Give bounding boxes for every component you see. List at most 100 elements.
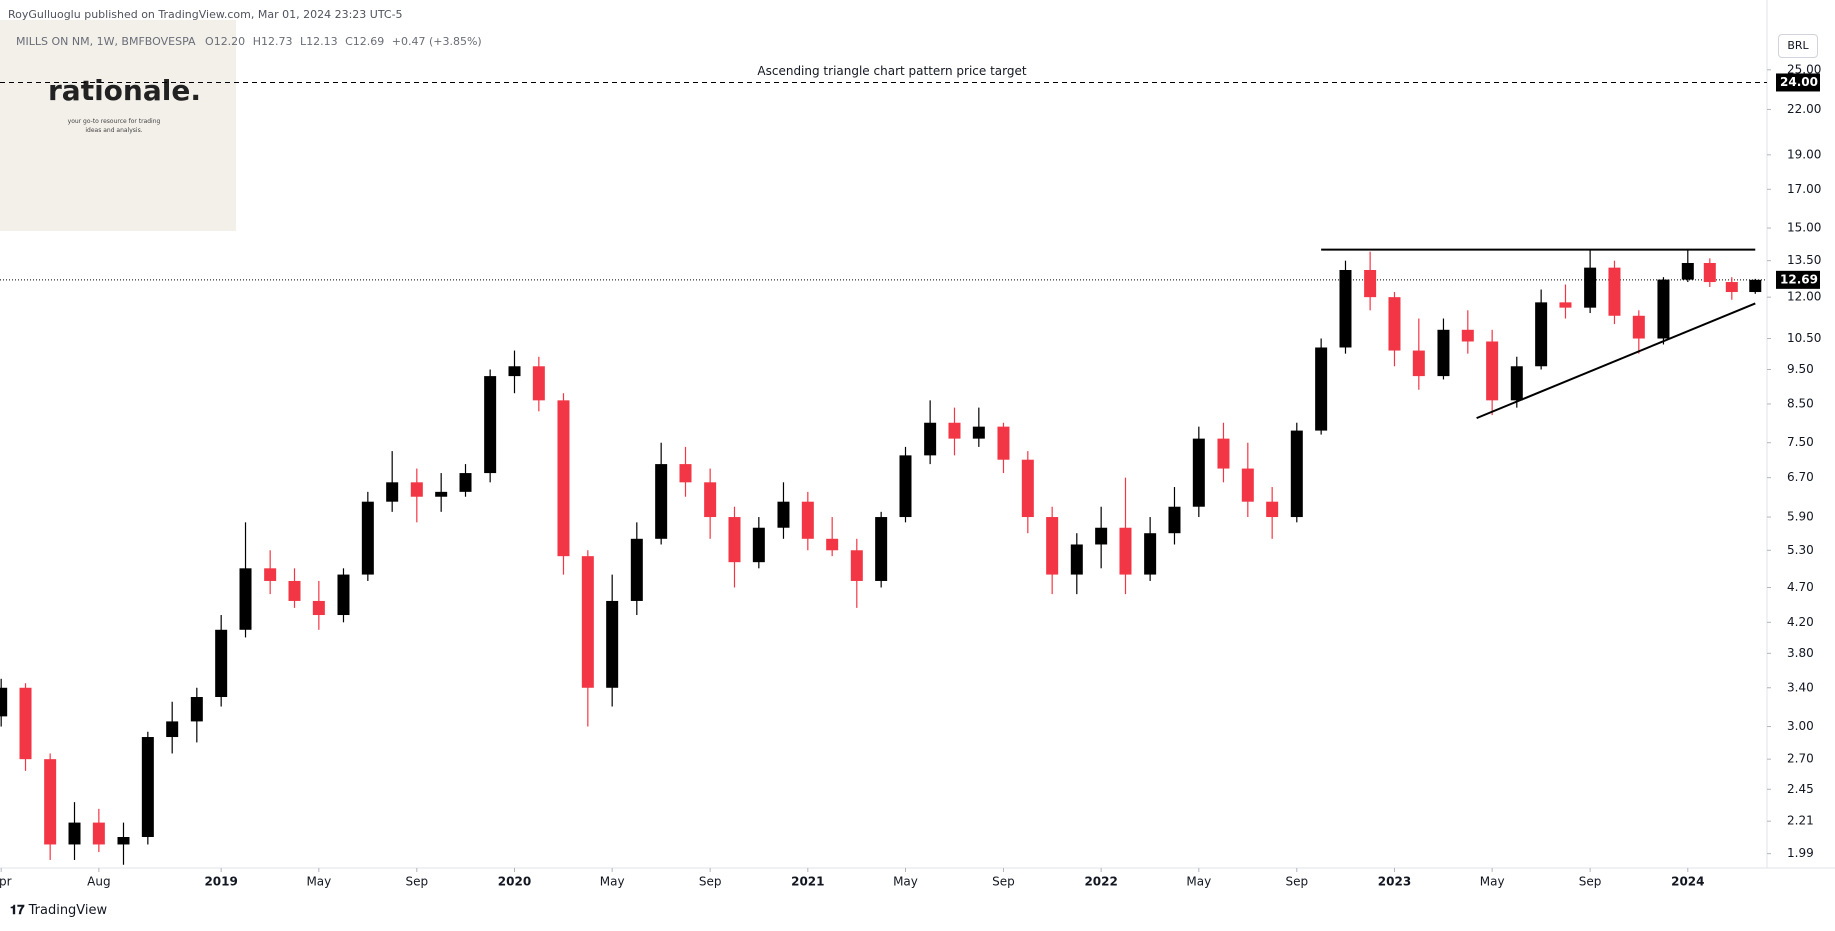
candle-body	[1749, 279, 1762, 293]
candle-body	[264, 568, 277, 581]
x-tick-label: 2024	[1671, 875, 1704, 889]
y-tick-label: 2.70	[1787, 752, 1814, 766]
y-tick-label: 17.00	[1787, 182, 1821, 196]
candle-body	[1559, 302, 1572, 308]
candle-body	[288, 580, 301, 601]
x-tick-label: Sep	[1579, 875, 1602, 889]
symbol-header: MILLS ON NM, 1W, BMFBOVESPA O12.20 H12.7…	[16, 35, 482, 48]
ohlc: H12.73	[252, 35, 293, 48]
y-tick-label: 25.00	[1787, 62, 1821, 76]
candle-body	[1388, 297, 1401, 351]
y-tick-label: 10.50	[1787, 331, 1821, 345]
x-tick-label: 2020	[498, 875, 531, 889]
footer-text: TradingView	[28, 903, 108, 918]
candle-body	[361, 501, 374, 575]
candle-body	[435, 491, 448, 497]
x-tick-label: May	[306, 875, 331, 889]
candle-body	[337, 574, 350, 616]
target-annotation: Ascending triangle chart pattern price t…	[757, 64, 1026, 78]
candle-body	[581, 556, 594, 688]
logo-box	[0, 20, 236, 231]
candle-body	[1584, 267, 1597, 308]
last-price-label: 12.69	[1780, 272, 1818, 286]
change: +0.47 (+3.85%)	[391, 35, 482, 48]
candle-body	[1725, 282, 1738, 293]
y-tick-label: 1.99	[1787, 846, 1814, 860]
candle-body	[1339, 269, 1352, 348]
candle-body	[1046, 517, 1059, 575]
y-tick-label: 13.50	[1787, 253, 1821, 267]
candle-body	[1703, 262, 1716, 283]
candle-body	[1632, 315, 1645, 339]
candle-body	[166, 721, 179, 738]
y-tick-label: 3.40	[1787, 680, 1814, 694]
candle-body	[948, 422, 961, 439]
y-tick-label: 2.21	[1787, 814, 1814, 828]
candle-body	[410, 482, 423, 497]
candle-body	[215, 629, 228, 698]
candle-body	[239, 568, 252, 630]
candle-body	[972, 426, 985, 439]
y-tick-label: 12.00	[1787, 290, 1821, 304]
candle-body	[1217, 438, 1230, 469]
candle-body	[899, 455, 912, 518]
candle-body	[1095, 527, 1108, 545]
x-tick-label: Sep	[406, 875, 429, 889]
candle-body	[1070, 544, 1083, 575]
candle-body	[1535, 302, 1548, 367]
candle-body	[508, 366, 521, 377]
candle-body	[532, 366, 545, 401]
y-tick-label: 2.45	[1787, 782, 1814, 796]
x-tick-label: Sep	[699, 875, 722, 889]
candle-body	[1608, 267, 1621, 316]
candle-body	[679, 464, 692, 483]
candle-body	[1364, 269, 1377, 298]
x-tick-label: 2023	[1378, 875, 1411, 889]
candle-body	[92, 822, 105, 845]
x-tick-label: 2019	[204, 875, 237, 889]
trendline	[1476, 302, 1756, 420]
candle-body	[312, 600, 325, 616]
candle-body	[484, 376, 497, 474]
candle-body	[557, 400, 570, 557]
candle-body	[1168, 506, 1181, 534]
target-price-box	[1776, 73, 1820, 92]
candle-body	[1266, 501, 1279, 518]
candle-body	[606, 600, 619, 688]
y-tick-label: 15.00	[1787, 221, 1821, 235]
ohlc: O12.20	[205, 35, 246, 48]
currency-button[interactable]: BRL	[1778, 34, 1818, 58]
y-tick-label: 9.50	[1787, 362, 1814, 376]
candle-body	[630, 538, 643, 601]
y-tick-label: 5.30	[1787, 543, 1814, 557]
candle-body	[1144, 533, 1157, 575]
candle-body	[0, 687, 8, 717]
candle-body	[68, 822, 81, 845]
x-tick-label: Aug	[87, 875, 110, 889]
x-tick-label: Sep	[1285, 875, 1308, 889]
target-price-label: 24.00	[1780, 75, 1818, 89]
candle-body	[141, 737, 154, 838]
y-tick-label: 8.50	[1787, 396, 1814, 410]
candle-body	[826, 538, 839, 551]
x-tick-label: May	[893, 875, 918, 889]
candle-body	[1241, 468, 1254, 502]
x-tick-label: 2022	[1084, 875, 1117, 889]
x-tick-label: Apr	[0, 875, 12, 889]
candle-body	[117, 837, 130, 845]
candle-body	[1657, 279, 1670, 339]
y-tick-label: 7.50	[1787, 435, 1814, 449]
candle-body	[1315, 347, 1328, 431]
candle-body	[752, 527, 765, 563]
candle-body	[1290, 430, 1303, 518]
y-tick-label: 5.90	[1787, 510, 1814, 524]
candle-body	[190, 697, 203, 722]
logo-tagline: ideas and analysis.	[85, 127, 143, 134]
logo-tagline: your go-to resource for trading	[67, 118, 161, 125]
footer-logo: 𝟏𝟕 TradingView	[10, 903, 108, 918]
candle-body	[1486, 341, 1499, 401]
y-tick-label: 4.20	[1787, 615, 1814, 629]
y-tick-label: 6.70	[1787, 470, 1814, 484]
